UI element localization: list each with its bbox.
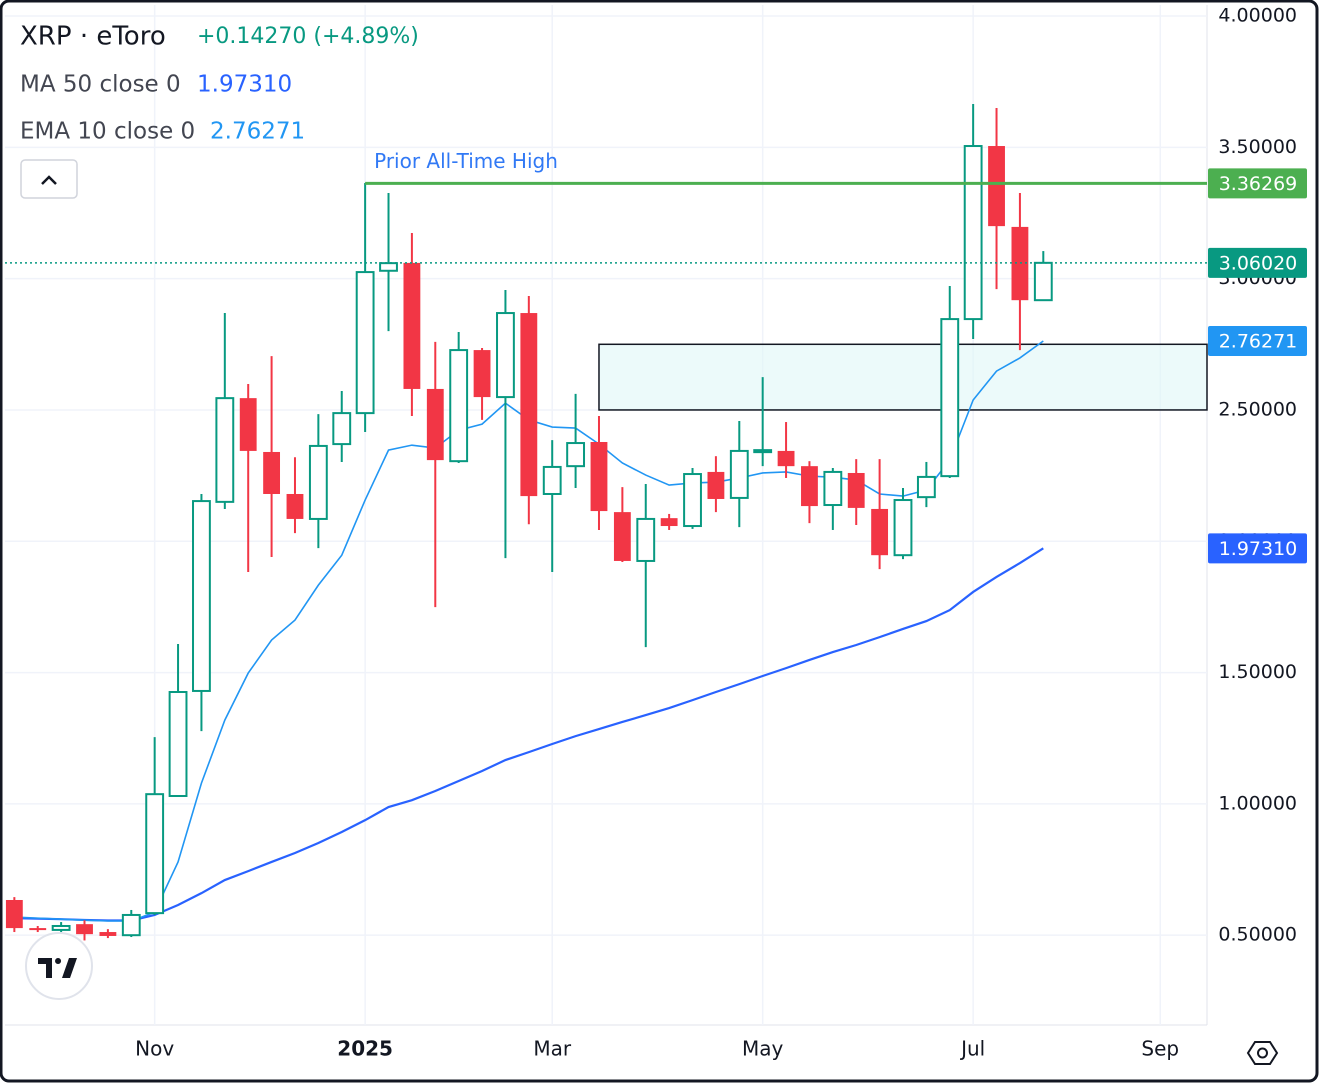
candle-body (5, 899, 23, 929)
reference-label: Prior All-Time High (374, 149, 558, 173)
change-label: +0.14270 (+4.89%) (197, 24, 419, 49)
candle-body (847, 472, 865, 508)
legend-value: 2.76271 (210, 119, 305, 145)
candle-body (51, 924, 71, 931)
x-tick-label: Mar (533, 1037, 572, 1061)
candle-body (660, 518, 678, 527)
candle-body (99, 932, 117, 936)
zone (598, 343, 1208, 411)
candle-body (542, 465, 562, 495)
candle-body (76, 924, 93, 935)
y-tick-label: 2.50000 (1218, 398, 1297, 420)
candle-body (215, 397, 235, 503)
candle-body (801, 466, 818, 507)
candle-body (1033, 261, 1053, 302)
indicator-line (14, 547, 1044, 922)
settings-icon[interactable] (1246, 1041, 1279, 1065)
legend-name: MA 50 close 0 (20, 72, 181, 98)
chart-title: XRP · eToro (20, 22, 166, 52)
candle-body (355, 271, 375, 415)
plot-area: Nov 2025 Mar May Jul Sep Prior All-Time High 0.… (5, 5, 1307, 1061)
button-box[interactable] (20, 159, 78, 199)
x-tick-label: Jul (959, 1037, 985, 1061)
x-tick-label: Sep (1141, 1037, 1179, 1061)
candle-body (145, 793, 165, 915)
y-tick-label: 4.00000 (1218, 5, 1297, 27)
candle-body (449, 349, 469, 463)
logo[interactable] (25, 932, 93, 1000)
candle-body (426, 388, 444, 461)
candle-body (729, 449, 749, 499)
candle-body (871, 508, 889, 556)
candle-body (823, 470, 843, 507)
candle-body (777, 450, 795, 467)
candle-body (496, 312, 515, 399)
legend-value: 1.97310 (197, 72, 292, 98)
candle-body (286, 493, 304, 519)
legend-name: EMA 10 close 0 (20, 119, 195, 145)
price-badge (1208, 168, 1307, 199)
settings-icon-hole (1257, 1047, 1268, 1059)
candle-body (473, 350, 491, 398)
candle-body (192, 500, 211, 692)
collapse-button[interactable] (20, 159, 78, 199)
candle-body (940, 318, 960, 478)
candle-body (707, 471, 725, 499)
price-badge (1208, 247, 1307, 278)
candle-body (379, 262, 398, 272)
candle-body (29, 928, 47, 931)
candle-body (683, 473, 702, 528)
candle-body (263, 451, 281, 494)
x-tick-label: Nov (135, 1037, 174, 1061)
chevron-icon (41, 175, 57, 185)
candle-body (566, 442, 586, 468)
logo-mark (38, 958, 77, 978)
price-badge-label: 3.36269 (1219, 173, 1298, 195)
candle-body (520, 313, 538, 497)
y-tick-label: 1.50000 (1218, 661, 1297, 683)
y-tick-label: 0.50000 (1218, 924, 1297, 946)
price-badge (1208, 325, 1307, 356)
candle-body (590, 441, 608, 512)
candle-body (636, 517, 656, 562)
candle-body (332, 412, 352, 446)
settings-button[interactable] (1246, 1041, 1279, 1065)
candle-body (893, 499, 913, 557)
candle-body (753, 449, 773, 454)
candle-body (239, 398, 257, 451)
candle-body (168, 691, 188, 797)
x-tick-label: May (742, 1037, 784, 1061)
logo-circle[interactable] (25, 932, 93, 1000)
price-badge-label: 1.97310 (1219, 538, 1298, 560)
price-badge (1208, 533, 1307, 564)
candle-body (1011, 226, 1029, 301)
price-badge-label: 2.76271 (1219, 330, 1298, 352)
candle-body (963, 145, 983, 321)
candle-body (988, 146, 1005, 227)
candle-body (121, 913, 141, 937)
x-tick-label: 2025 (337, 1037, 393, 1061)
candle-body (403, 262, 421, 389)
price-badge-label: 3.06020 (1219, 252, 1298, 274)
candle-body (916, 475, 936, 499)
y-tick-label: 3.50000 (1218, 136, 1297, 158)
candle-body (308, 444, 328, 520)
candle-body (613, 512, 631, 561)
y-tick-label: 1.00000 (1218, 792, 1297, 814)
